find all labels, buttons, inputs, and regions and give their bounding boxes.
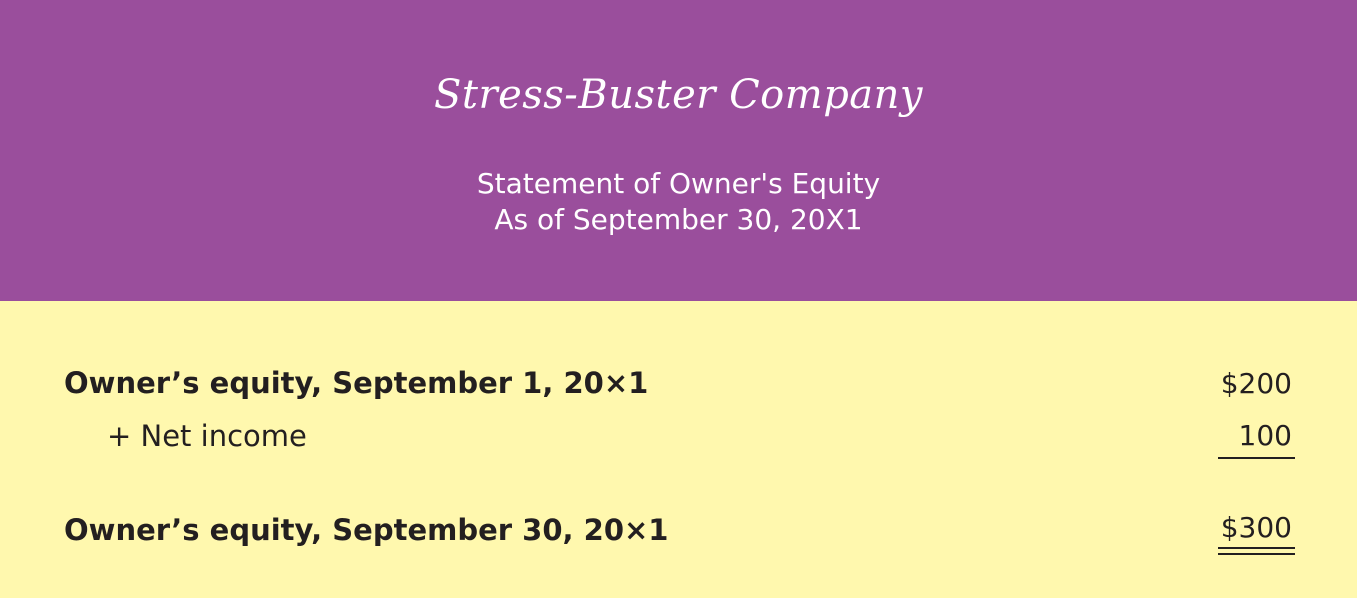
statement-date: As of September 30, 20X1 — [494, 203, 863, 236]
opening-equity-amount: $200 — [1220, 367, 1292, 400]
net-income-amount: 100 — [1238, 419, 1292, 452]
statement-title: Statement of Owner's Equity — [476, 167, 881, 200]
statement-header: Stress-Buster Company Statement of Owner… — [0, 0, 1357, 301]
net-income-label: + Net income — [107, 419, 307, 453]
closing-equity-label: Owner’s equity, September 30, 20×1 — [64, 513, 669, 547]
opening-equity-label: Owner’s equity, September 1, 20×1 — [64, 366, 649, 400]
total-double-rule-bottom — [1218, 553, 1295, 555]
statement-body: Owner’s equity, September 1, 20×1 $200 +… — [0, 301, 1357, 598]
company-name: Stress-Buster Company — [433, 72, 924, 118]
total-double-rule-top — [1218, 547, 1295, 549]
subtotal-rule — [1218, 457, 1295, 459]
closing-equity-amount: $300 — [1220, 511, 1292, 544]
